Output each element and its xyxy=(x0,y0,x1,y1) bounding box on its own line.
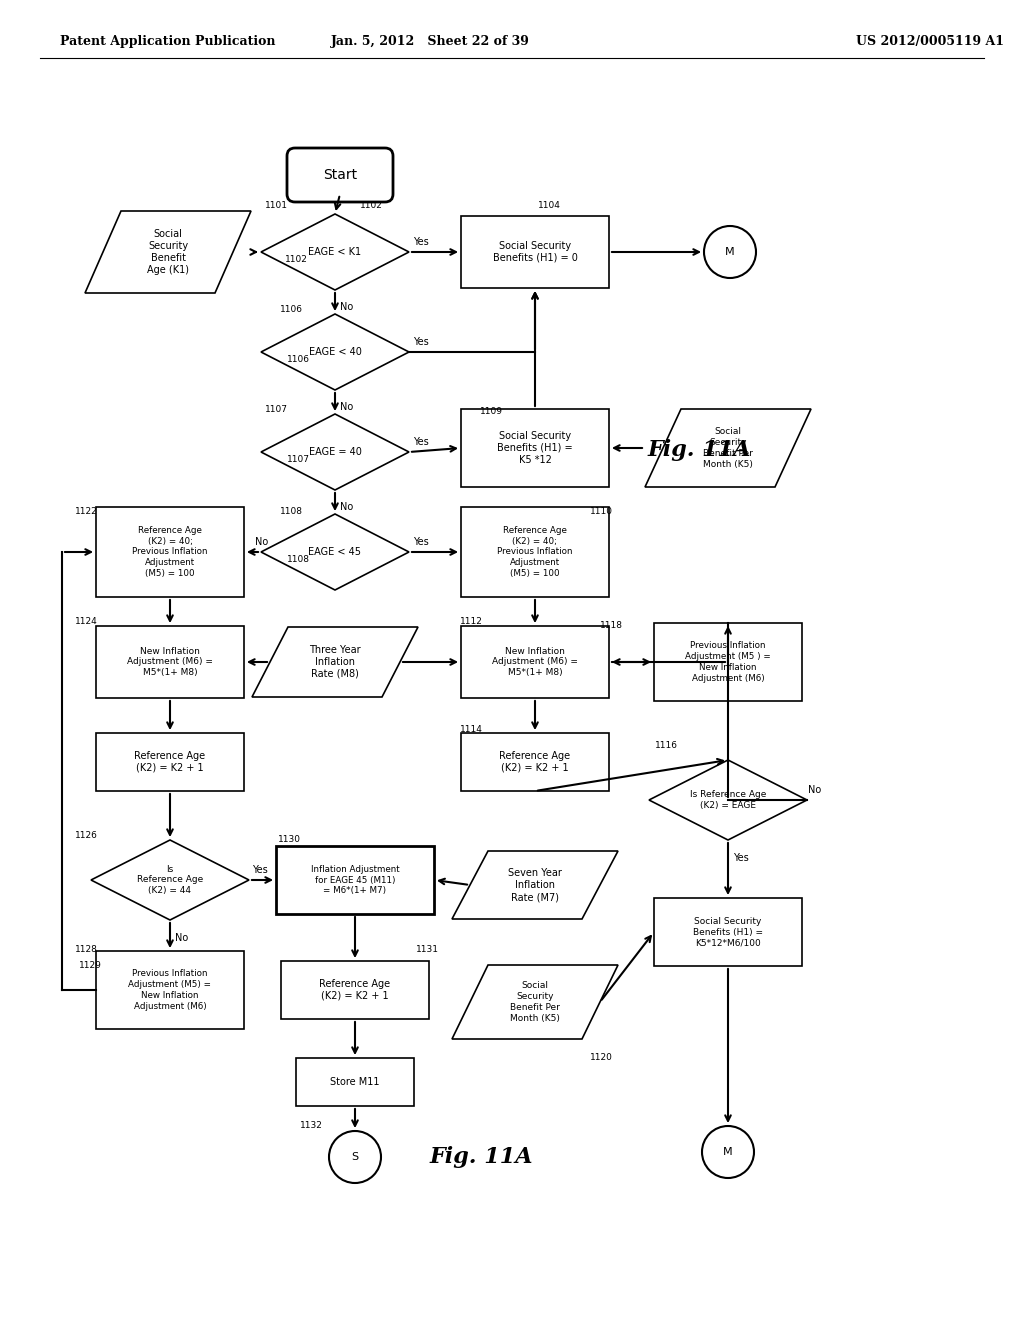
Text: 1116: 1116 xyxy=(655,741,678,750)
Text: New Inflation
Adjustment (M6) =
M5*(1+ M8): New Inflation Adjustment (M6) = M5*(1+ M… xyxy=(127,647,213,677)
Text: New Inflation
Adjustment (M6) =
M5*(1+ M8): New Inflation Adjustment (M6) = M5*(1+ M… xyxy=(493,647,578,677)
Bar xyxy=(276,846,434,913)
Text: Patent Application Publication: Patent Application Publication xyxy=(60,36,275,49)
Text: Fig. 11A: Fig. 11A xyxy=(430,1146,534,1168)
Polygon shape xyxy=(261,214,409,290)
Text: 1114: 1114 xyxy=(460,726,483,734)
Bar xyxy=(461,507,609,597)
Text: Social Security
Benefits (H1) =
K5*12*M6/100: Social Security Benefits (H1) = K5*12*M6… xyxy=(693,917,763,948)
Bar xyxy=(96,626,244,698)
FancyBboxPatch shape xyxy=(287,148,393,202)
Text: No: No xyxy=(340,403,353,412)
Bar xyxy=(296,1059,414,1106)
Text: Yes: Yes xyxy=(413,337,429,347)
Text: Store M11: Store M11 xyxy=(331,1077,380,1086)
Bar xyxy=(96,733,244,791)
Text: 1110: 1110 xyxy=(590,507,613,516)
Text: Social Security
Benefits (H1) =
K5 *12: Social Security Benefits (H1) = K5 *12 xyxy=(498,432,572,465)
Text: No: No xyxy=(255,537,268,546)
Text: Social
Security
Benefit
Age (K1): Social Security Benefit Age (K1) xyxy=(147,228,189,275)
Polygon shape xyxy=(261,513,409,590)
Text: Social Security
Benefits (H1) = 0: Social Security Benefits (H1) = 0 xyxy=(493,242,578,263)
Text: Jan. 5, 2012   Sheet 22 of 39: Jan. 5, 2012 Sheet 22 of 39 xyxy=(331,36,529,49)
Polygon shape xyxy=(252,627,418,697)
Text: M: M xyxy=(723,1147,733,1158)
Text: No: No xyxy=(340,502,353,512)
Text: 1106: 1106 xyxy=(287,355,310,364)
Text: S: S xyxy=(351,1152,358,1162)
Text: Previous Inflation
Adjustment (M5 ) =
New Inflation
Adjustment (M6): Previous Inflation Adjustment (M5 ) = Ne… xyxy=(685,642,771,682)
Text: 1108: 1108 xyxy=(280,507,303,516)
Circle shape xyxy=(329,1131,381,1183)
Polygon shape xyxy=(452,851,618,919)
Bar xyxy=(96,950,244,1030)
Text: EAGE = 40: EAGE = 40 xyxy=(308,447,361,457)
Circle shape xyxy=(702,1126,754,1177)
Bar xyxy=(654,623,802,701)
Text: EAGE < K1: EAGE < K1 xyxy=(308,247,361,257)
Text: Yes: Yes xyxy=(413,238,429,247)
Text: EAGE < 45: EAGE < 45 xyxy=(308,546,361,557)
Text: 1101: 1101 xyxy=(265,201,288,210)
Text: 1104: 1104 xyxy=(538,201,561,210)
Text: Seven Year
Inflation
Rate (M7): Seven Year Inflation Rate (M7) xyxy=(508,869,562,902)
Text: 1107: 1107 xyxy=(265,405,288,414)
Polygon shape xyxy=(261,314,409,389)
Bar xyxy=(654,898,802,966)
Text: 1130: 1130 xyxy=(278,836,301,845)
Text: Reference Age
(K2) = 40;
Previous Inflation
Adjustment
(M5) = 100: Reference Age (K2) = 40; Previous Inflat… xyxy=(498,525,572,578)
Text: Three Year
Inflation
Rate (M8): Three Year Inflation Rate (M8) xyxy=(309,645,360,678)
Text: 1120: 1120 xyxy=(590,1052,613,1061)
Text: Yes: Yes xyxy=(733,853,749,863)
Text: 1112: 1112 xyxy=(460,618,483,627)
Text: 1122: 1122 xyxy=(75,507,97,516)
Text: 1102: 1102 xyxy=(285,256,308,264)
Text: Reference Age
(K2) = 40;
Previous Inflation
Adjustment
(M5) = 100: Reference Age (K2) = 40; Previous Inflat… xyxy=(132,525,208,578)
Text: M: M xyxy=(725,247,735,257)
Circle shape xyxy=(705,226,756,279)
Polygon shape xyxy=(649,760,807,840)
Text: Reference Age
(K2) = K2 + 1: Reference Age (K2) = K2 + 1 xyxy=(134,751,206,774)
Text: No: No xyxy=(175,933,188,942)
Text: 1128: 1128 xyxy=(75,945,98,954)
Text: EAGE < 40: EAGE < 40 xyxy=(308,347,361,356)
Text: Previous Inflation
Adjustment (M5) =
New Inflation
Adjustment (M6): Previous Inflation Adjustment (M5) = New… xyxy=(128,969,212,1011)
Text: 1106: 1106 xyxy=(280,305,303,314)
Polygon shape xyxy=(85,211,251,293)
Bar xyxy=(281,961,429,1019)
Polygon shape xyxy=(91,840,249,920)
Text: Is Reference Age
(K2) = EAGE: Is Reference Age (K2) = EAGE xyxy=(690,791,766,810)
Polygon shape xyxy=(645,409,811,487)
Text: 1118: 1118 xyxy=(600,620,623,630)
Text: Reference Age
(K2) = K2 + 1: Reference Age (K2) = K2 + 1 xyxy=(319,979,390,1001)
Text: Inflation Adjustment
for EAGE 45 (M11)
= M6*(1+ M7): Inflation Adjustment for EAGE 45 (M11) =… xyxy=(310,865,399,895)
Bar xyxy=(461,626,609,698)
Bar xyxy=(461,216,609,288)
Text: 1109: 1109 xyxy=(480,408,503,417)
Text: 1124: 1124 xyxy=(75,618,97,627)
Text: 1102: 1102 xyxy=(360,201,383,210)
Text: No: No xyxy=(808,785,821,795)
Text: 1107: 1107 xyxy=(287,455,310,465)
Text: Reference Age
(K2) = K2 + 1: Reference Age (K2) = K2 + 1 xyxy=(500,751,570,774)
Text: Social
Security
Benefit Per
Month (K5): Social Security Benefit Per Month (K5) xyxy=(510,981,560,1023)
Bar xyxy=(96,507,244,597)
Text: Fig. 11A: Fig. 11A xyxy=(648,440,752,461)
Text: 1129: 1129 xyxy=(79,961,101,969)
Text: 1126: 1126 xyxy=(75,830,98,840)
Text: Start: Start xyxy=(323,168,357,182)
Text: Yes: Yes xyxy=(413,437,429,447)
Bar xyxy=(461,733,609,791)
Text: Social
Security
Benefit Per
Month (K5): Social Security Benefit Per Month (K5) xyxy=(703,428,753,469)
Text: 1132: 1132 xyxy=(300,1121,323,1130)
Text: No: No xyxy=(340,302,353,312)
Text: Is
Reference Age
(K2) = 44: Is Reference Age (K2) = 44 xyxy=(137,865,203,895)
Text: Yes: Yes xyxy=(252,865,267,875)
Text: US 2012/0005119 A1: US 2012/0005119 A1 xyxy=(856,36,1004,49)
Polygon shape xyxy=(452,965,618,1039)
Text: 1108: 1108 xyxy=(287,556,310,565)
Text: Yes: Yes xyxy=(413,537,429,546)
Text: 1131: 1131 xyxy=(416,945,439,954)
Bar xyxy=(461,409,609,487)
Polygon shape xyxy=(261,414,409,490)
